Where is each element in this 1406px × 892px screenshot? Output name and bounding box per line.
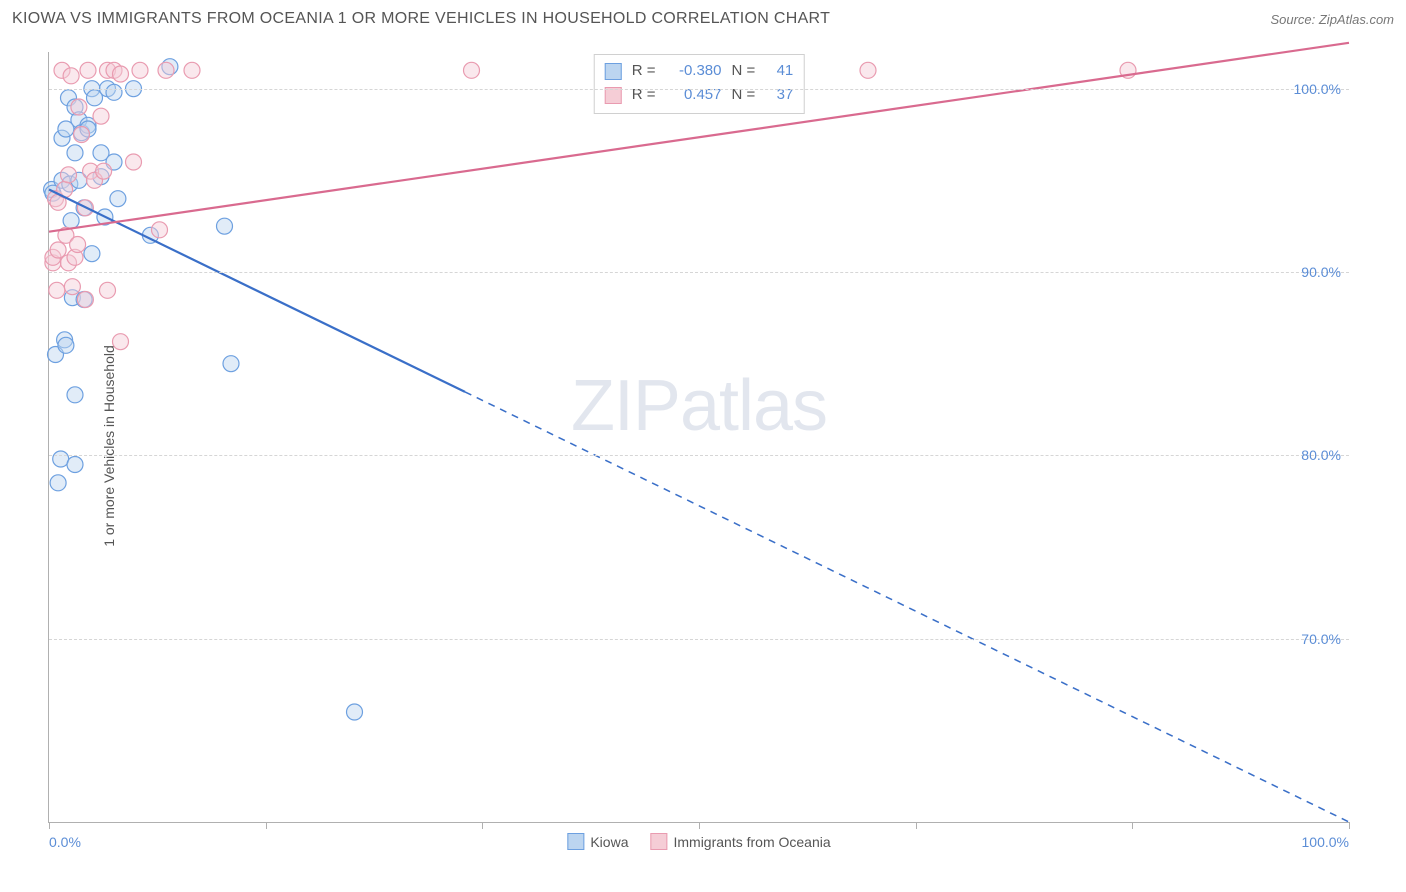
legend-item-oceania: Immigrants from Oceania [650,833,830,850]
data-point [77,292,93,308]
legend-label-kiowa: Kiowa [590,834,628,850]
chart-container: KIOWA VS IMMIGRANTS FROM OCEANIA 1 OR MO… [0,0,1406,892]
y-tick-label: 100.0% [1294,81,1341,97]
data-point [70,237,86,253]
data-point [132,62,148,78]
chart-title: KIOWA VS IMMIGRANTS FROM OCEANIA 1 OR MO… [12,10,830,28]
data-point [223,356,239,372]
x-tick [1349,822,1350,829]
stats-row-kiowa: R = -0.380 N = 41 [605,59,794,83]
data-point [67,145,83,161]
data-point [110,191,126,207]
data-point [61,167,77,183]
data-point [217,218,233,234]
data-point [84,246,100,262]
data-point [80,62,96,78]
data-point [50,242,66,258]
data-point [464,62,480,78]
legend-item-kiowa: Kiowa [567,833,628,850]
swatch-oceania [650,833,667,850]
data-point [49,282,65,298]
y-tick-label: 70.0% [1301,631,1341,647]
x-tick-label: 100.0% [1302,834,1349,850]
data-point [184,62,200,78]
plot-area: ZIPatlas R = -0.380 N = 41 R = 0.457 N =… [48,52,1349,823]
swatch-kiowa [605,63,622,80]
data-point [126,154,142,170]
gridline [49,639,1349,640]
data-point [96,163,112,179]
data-point [100,282,116,298]
y-tick-label: 90.0% [1301,264,1341,280]
x-tick [699,822,700,829]
data-point [113,334,129,350]
data-point [106,84,122,100]
r-label: R = [632,83,656,107]
chart-svg [49,52,1349,822]
data-point [50,475,66,491]
data-point [158,62,174,78]
x-tick [266,822,267,829]
x-tick [916,822,917,829]
r-label: R = [632,59,656,83]
x-tick [482,822,483,829]
data-point [74,127,90,143]
data-point [63,68,79,84]
r-value-kiowa: -0.380 [666,59,722,83]
data-point [860,62,876,78]
data-point [347,704,363,720]
n-value-kiowa: 41 [765,59,793,83]
gridline [49,272,1349,273]
data-point [53,451,69,467]
gridline [49,89,1349,90]
stats-row-oceania: R = 0.457 N = 37 [605,83,794,107]
n-label: N = [732,83,756,107]
swatch-kiowa [567,833,584,850]
data-point [67,387,83,403]
y-tick-label: 80.0% [1301,447,1341,463]
data-point [67,457,83,473]
x-tick [49,822,50,829]
legend-bottom: Kiowa Immigrants from Oceania [567,833,830,850]
data-point [64,279,80,295]
trend-line-dashed [465,392,1349,822]
data-point [93,108,109,124]
data-point [71,99,87,115]
n-value-oceania: 37 [765,83,793,107]
data-point [58,337,74,353]
data-point [152,222,168,238]
data-point [63,213,79,229]
data-point [113,66,129,82]
source-label: Source: ZipAtlas.com [1270,12,1394,27]
r-value-oceania: 0.457 [666,83,722,107]
title-bar: KIOWA VS IMMIGRANTS FROM OCEANIA 1 OR MO… [12,10,1394,28]
stats-legend-box: R = -0.380 N = 41 R = 0.457 N = 37 [594,54,805,114]
legend-label-oceania: Immigrants from Oceania [673,834,830,850]
n-label: N = [732,59,756,83]
x-tick [1132,822,1133,829]
x-tick-label: 0.0% [49,834,81,850]
gridline [49,455,1349,456]
